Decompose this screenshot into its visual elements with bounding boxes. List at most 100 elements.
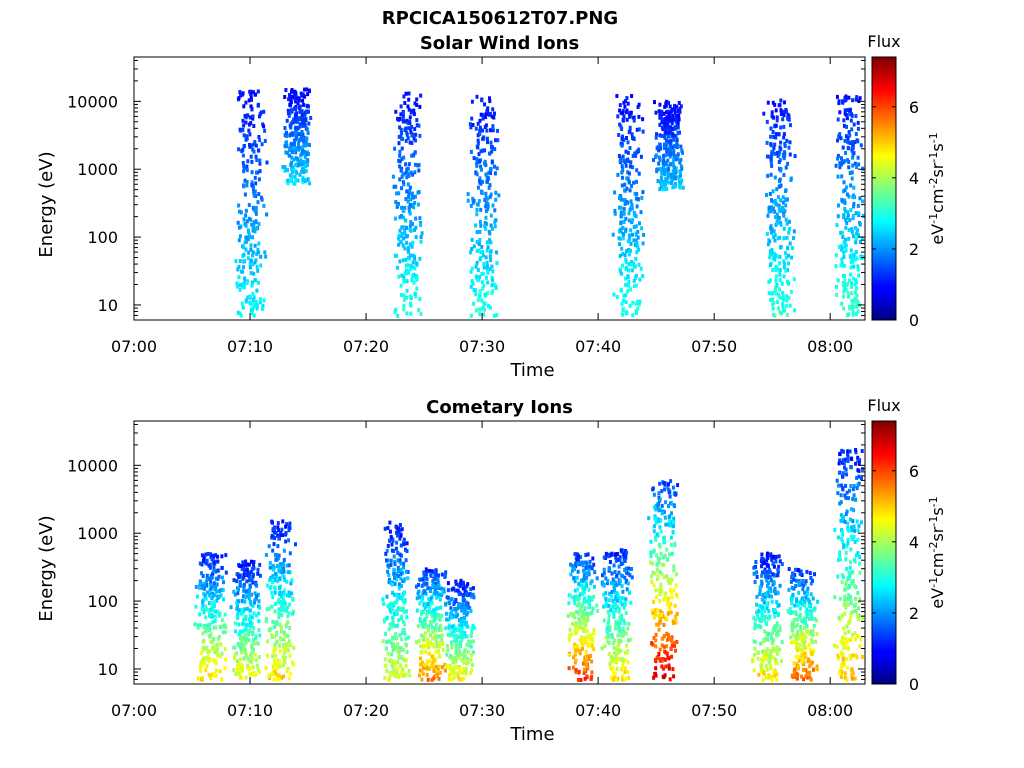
flux-cell — [622, 298, 626, 303]
flux-cell — [301, 124, 305, 128]
flux-cell — [409, 110, 413, 115]
flux-cell — [246, 295, 250, 300]
flux-cell — [303, 143, 307, 148]
flux-cell — [470, 279, 474, 284]
flux-cell — [273, 590, 277, 595]
flux-cell — [481, 271, 485, 276]
flux-cell — [459, 623, 463, 628]
flux-cell — [485, 136, 489, 141]
flux-cell — [625, 651, 629, 655]
flux-cell — [465, 661, 469, 666]
flux-cell — [285, 669, 289, 674]
flux-cell — [278, 562, 282, 567]
flux-cell — [854, 236, 858, 241]
flux-cell — [790, 628, 794, 633]
panel-title: Cometary Ions — [426, 397, 573, 418]
flux-cell — [581, 619, 585, 624]
flux-cell — [210, 584, 214, 589]
flux-cell — [273, 642, 277, 647]
flux-cell — [248, 234, 252, 239]
flux-cell — [587, 657, 591, 662]
flux-cell — [614, 596, 617, 601]
flux-cell — [480, 190, 484, 195]
flux-cell — [239, 224, 243, 229]
flux-cell — [303, 179, 307, 184]
flux-cell — [288, 123, 292, 128]
flux-cell — [781, 200, 785, 205]
flux-cell — [203, 660, 206, 665]
flux-cell — [811, 640, 814, 645]
flux-cell — [661, 562, 664, 567]
flux-cell — [652, 583, 656, 588]
flux-cell — [241, 118, 245, 123]
flux-cell — [845, 567, 849, 571]
flux-cell — [455, 637, 459, 642]
flux-cell — [606, 554, 610, 559]
flux-cell — [207, 634, 211, 639]
flux-cell — [490, 291, 494, 295]
flux-cell — [842, 281, 846, 286]
flux-cell — [760, 556, 764, 561]
flux-cell — [662, 622, 666, 627]
flux-cell — [837, 99, 841, 104]
flux-cell — [421, 671, 425, 676]
flux-cell — [437, 664, 441, 669]
flux-cell — [856, 455, 860, 460]
flux-cell — [203, 606, 206, 611]
flux-cell — [842, 294, 845, 299]
flux-cell — [247, 122, 251, 127]
flux-cell — [851, 163, 855, 168]
flux-cell — [223, 623, 227, 628]
flux-cell — [257, 280, 260, 285]
flux-cell — [634, 273, 638, 278]
flux-cell — [398, 655, 402, 660]
flux-cell — [567, 637, 571, 642]
flux-cell — [636, 244, 640, 249]
flux-cell — [419, 93, 423, 98]
flux-cell — [268, 577, 272, 582]
flux-cell — [621, 574, 625, 579]
flux-cell — [391, 590, 394, 595]
flux-cell — [778, 268, 782, 272]
flux-cell — [812, 623, 816, 628]
flux-cell — [855, 286, 858, 291]
flux-cell — [395, 597, 399, 602]
flux-cell — [662, 111, 666, 116]
flux-cell — [394, 572, 398, 577]
flux-cell — [489, 240, 493, 245]
flux-cell — [256, 89, 260, 94]
flux-cell — [765, 193, 768, 197]
flux-cell — [672, 568, 676, 573]
flux-cell — [252, 149, 256, 154]
flux-cell — [773, 668, 777, 673]
flux-cell — [809, 612, 813, 617]
flux-cell — [472, 244, 476, 249]
flux-cell — [462, 660, 466, 665]
x-axis-label: Time — [509, 360, 554, 381]
flux-cell — [637, 127, 641, 132]
flux-cell — [766, 551, 769, 556]
flux-cell — [422, 665, 426, 670]
flux-cell — [768, 255, 772, 260]
flux-cell — [452, 633, 456, 638]
flux-cell — [850, 284, 854, 289]
flux-cell — [305, 152, 309, 157]
flux-cell — [491, 128, 495, 133]
flux-cell — [662, 481, 666, 486]
flux-cell — [265, 160, 269, 165]
flux-cell — [622, 677, 626, 682]
flux-cell — [803, 581, 807, 586]
flux-cell — [854, 257, 858, 261]
flux-cell — [808, 647, 812, 652]
flux-cell — [616, 592, 620, 597]
flux-cell — [787, 587, 791, 592]
flux-cell — [607, 613, 611, 618]
flux-cell — [619, 667, 623, 672]
flux-cell — [639, 266, 643, 271]
flux-cell — [285, 563, 289, 568]
flux-cell — [248, 620, 252, 625]
flux-cell — [664, 522, 668, 527]
flux-cell — [476, 298, 480, 303]
flux-cell — [490, 159, 494, 164]
flux-cell — [672, 516, 676, 521]
